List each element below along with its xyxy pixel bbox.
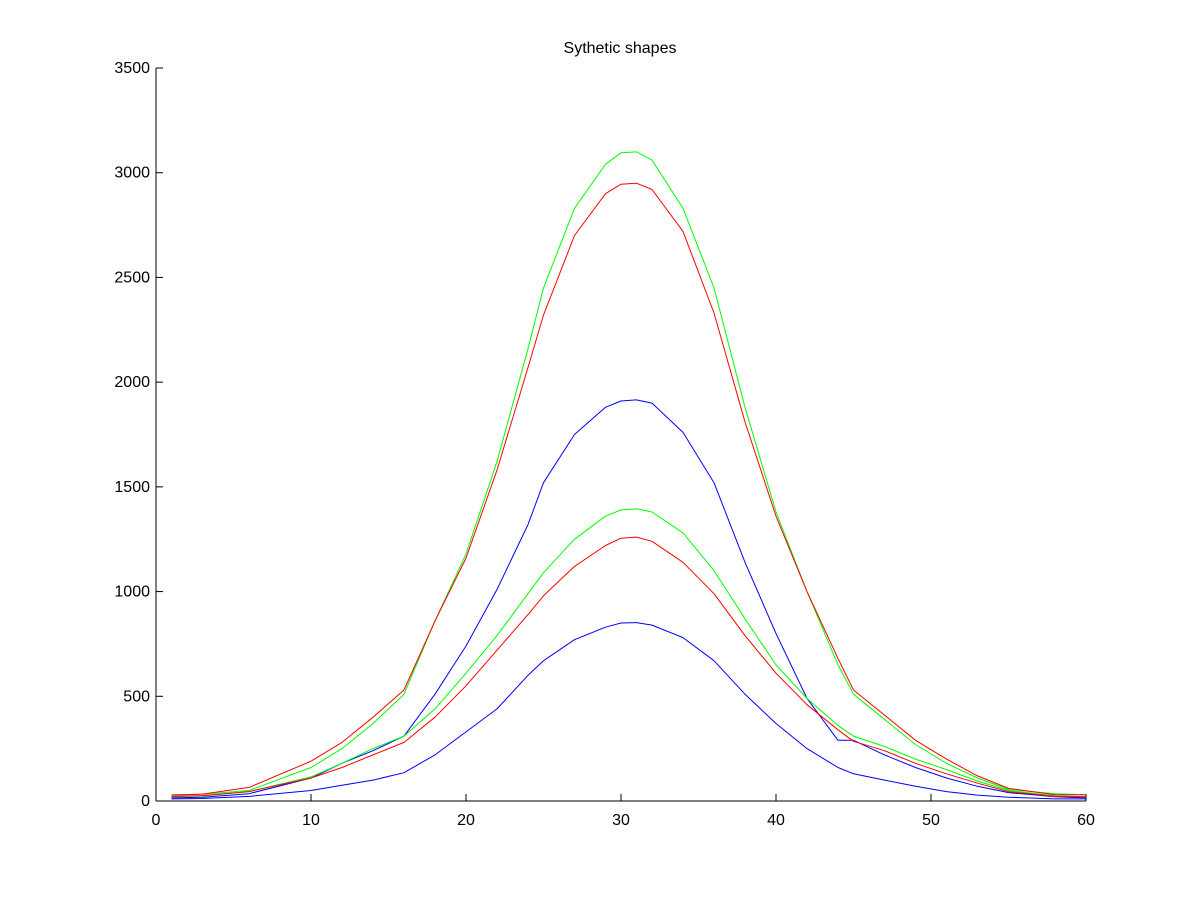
y-tick-label: 2000 xyxy=(114,374,150,391)
y-tick-label: 2500 xyxy=(114,269,150,286)
y-tick-label: 3500 xyxy=(114,60,150,77)
series-line-6 xyxy=(171,622,1086,800)
y-tick-label: 3000 xyxy=(114,165,150,182)
series-line-5 xyxy=(171,536,1087,798)
series-lines xyxy=(171,151,1087,800)
y-tick-label: 0 xyxy=(141,793,150,810)
series-line-4 xyxy=(171,508,1087,798)
x-tick-label: 50 xyxy=(922,812,940,829)
x-tick-label: 20 xyxy=(457,812,475,829)
series-line-1 xyxy=(171,151,1087,796)
y-tick-label: 1000 xyxy=(114,584,150,601)
x-tick-label: 60 xyxy=(1077,812,1095,829)
x-tick-label: 40 xyxy=(767,812,785,829)
y-tick-label: 1500 xyxy=(114,479,150,496)
x-tick-label: 30 xyxy=(612,812,630,829)
x-tick-label: 0 xyxy=(152,812,161,829)
y-tick-label: 500 xyxy=(123,688,150,705)
chart-title: Sythetic shapes xyxy=(564,40,677,57)
axes-ticks: 0 500 1000 1500 2000 2500 3000 3500 0 10 20 30 40 50 6… xyxy=(114,60,1095,829)
x-tick-label: 10 xyxy=(302,812,320,829)
series-line-2 xyxy=(171,182,1086,796)
series-line-3 xyxy=(171,399,1087,799)
